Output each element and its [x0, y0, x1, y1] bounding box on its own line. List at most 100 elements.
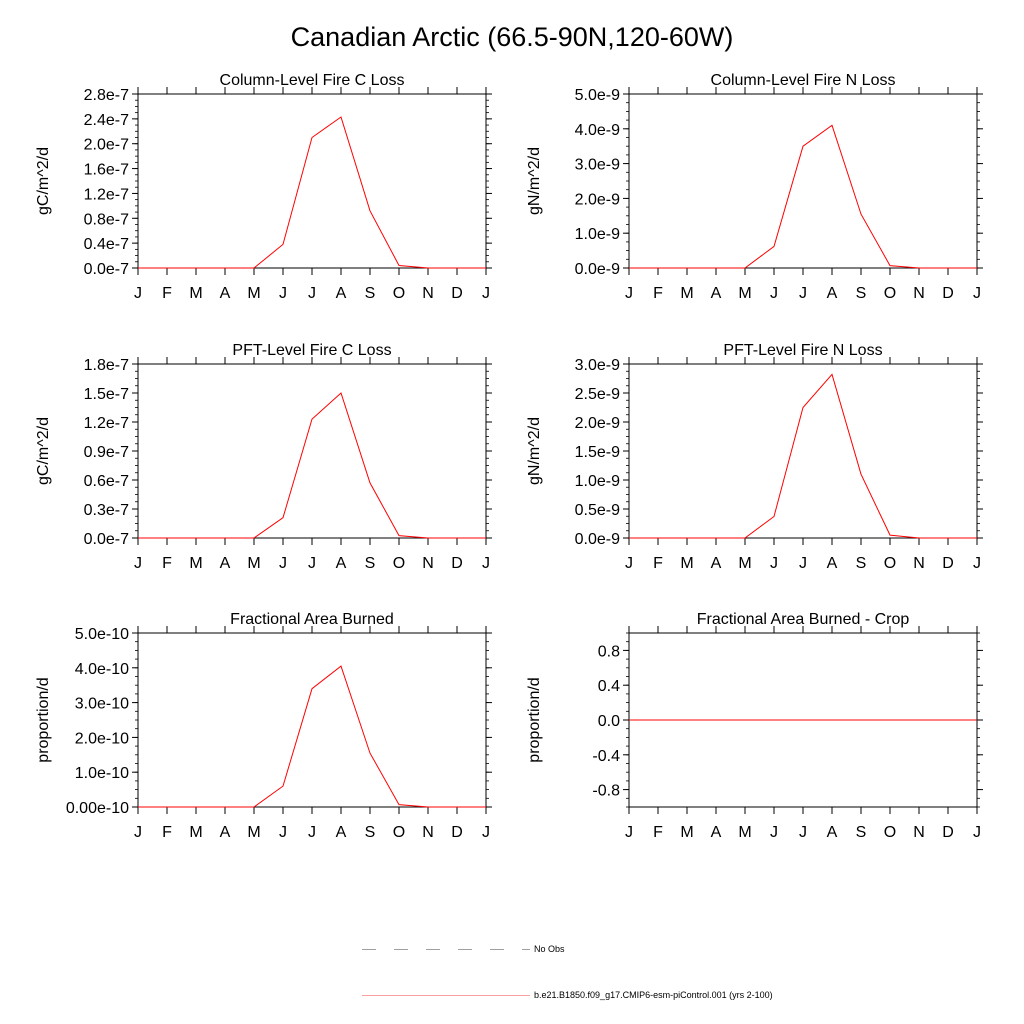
y-tick-label: 2.8e-7 [84, 87, 129, 104]
x-tick-label: F [162, 824, 172, 841]
chart-panel-2: Column-Level Fire N Loss gN/m^2/d 0.0e-9 1.… [526, 72, 983, 302]
legend-label: No Obs [534, 944, 565, 954]
legend-entry-model: b.e21.B1850.f09_g17.CMIP6-esm-piControl.… [362, 988, 773, 1002]
y-tick-label: 0.0e-7 [84, 531, 129, 548]
plot-frame [628, 93, 978, 269]
y-tick-label: 3.0e-9 [575, 157, 620, 174]
x-tick-label: A [827, 824, 838, 841]
x-tick-label: A [711, 555, 722, 572]
panel-title: Column-Level Fire N Loss [711, 72, 896, 89]
y-tick-label: 2.0e-10 [75, 730, 129, 747]
x-tick-label: J [279, 824, 287, 841]
x-tick-label: D [942, 555, 954, 572]
x-tick-label: O [393, 285, 405, 302]
y-tick-label: -0.8 [592, 783, 620, 800]
y-axis-label: proportion/d [526, 677, 543, 762]
x-tick-label: J [799, 555, 807, 572]
x-tick-label: A [220, 555, 231, 572]
x-tick-label: N [422, 555, 434, 572]
y-tick-label: 1.5e-9 [575, 444, 620, 461]
x-tick-label: J [625, 824, 633, 841]
x-tick-label: F [162, 285, 172, 302]
y-tick-label: 1.0e-10 [75, 765, 129, 782]
x-tick-label: N [422, 285, 434, 302]
legend-solid-line [362, 995, 530, 996]
x-tick-label: J [308, 824, 316, 841]
y-tick-label: 2.0e-9 [575, 191, 620, 208]
panel-title: Fractional Area Burned [230, 611, 394, 628]
x-tick-label: A [220, 285, 231, 302]
x-tick-label: O [393, 824, 405, 841]
x-tick-label: S [365, 555, 376, 572]
x-tick-label: J [482, 285, 490, 302]
y-tick-label: 0.0e-9 [575, 531, 620, 548]
x-tick-label: M [247, 555, 260, 572]
x-tick-label: J [973, 285, 981, 302]
y-tick-label: 0.0e-9 [575, 261, 620, 278]
y-tick-label: 3.0e-9 [575, 357, 620, 374]
x-tick-label: J [770, 285, 778, 302]
plot-frame [137, 93, 487, 269]
series-line [138, 116, 486, 269]
series-line [629, 124, 977, 269]
y-tick-label: 0.5e-9 [575, 502, 620, 519]
x-tick-label: S [856, 285, 867, 302]
y-tick-label: 0.6e-7 [84, 473, 129, 490]
chart-panel-5: Fractional Area Burned proportion/d 0.00e-… [35, 611, 492, 841]
y-tick-label: 0.8 [598, 643, 620, 660]
x-tick-label: A [827, 285, 838, 302]
y-tick-label: 1.0e-9 [575, 226, 620, 243]
y-tick-label: 4.0e-10 [75, 661, 129, 678]
series-line [629, 373, 977, 539]
x-tick-label: D [942, 824, 954, 841]
y-tick-label: 0.0e-7 [84, 261, 129, 278]
x-tick-label: N [913, 285, 925, 302]
y-tick-label: 5.0e-9 [575, 87, 620, 104]
x-tick-label: J [973, 824, 981, 841]
x-tick-label: M [247, 285, 260, 302]
panel-title: Column-Level Fire C Loss [220, 72, 405, 89]
y-tick-label: 0.8e-7 [84, 211, 129, 228]
x-tick-label: D [942, 285, 954, 302]
chart-panel-4: PFT-Level Fire N Loss gN/m^2/d 0.0e-9 0.5e-… [526, 342, 983, 572]
x-tick-label: J [482, 555, 490, 572]
y-tick-label: 2.0e-7 [84, 137, 129, 154]
x-tick-label: J [625, 285, 633, 302]
x-tick-label: M [680, 555, 693, 572]
legend-entry-no-obs: No Obs [362, 942, 565, 956]
y-tick-label: 0.4 [598, 678, 620, 695]
x-tick-label: A [336, 555, 347, 572]
series-line [138, 392, 486, 539]
x-tick-label: J [279, 285, 287, 302]
legend-dashed-line [362, 949, 530, 950]
x-tick-label: M [247, 824, 260, 841]
y-tick-label: 1.8e-7 [84, 357, 129, 374]
y-tick-label: 5.0e-10 [75, 626, 129, 643]
x-tick-label: M [738, 824, 751, 841]
x-tick-label: J [134, 824, 142, 841]
x-tick-label: N [422, 824, 434, 841]
x-tick-label: J [770, 555, 778, 572]
x-tick-label: J [308, 285, 316, 302]
x-tick-label: S [365, 285, 376, 302]
y-tick-label: 2.5e-9 [575, 386, 620, 403]
x-tick-label: A [711, 285, 722, 302]
x-tick-label: M [738, 555, 751, 572]
y-tick-label: 0.3e-7 [84, 502, 129, 519]
x-tick-label: D [451, 824, 463, 841]
x-tick-label: J [799, 285, 807, 302]
y-tick-label: 0.0 [598, 713, 620, 730]
figure-title: Canadian Arctic (66.5-90N,120-60W) [290, 22, 734, 52]
y-tick-label: 0.9e-7 [84, 444, 129, 461]
x-tick-label: F [653, 555, 663, 572]
x-tick-label: J [625, 555, 633, 572]
x-tick-label: J [482, 824, 490, 841]
x-tick-label: O [884, 285, 896, 302]
panel-title: Fractional Area Burned - Crop [697, 611, 910, 628]
x-tick-label: J [770, 824, 778, 841]
x-tick-label: A [336, 824, 347, 841]
x-tick-label: F [653, 285, 663, 302]
panel-title: PFT-Level Fire C Loss [232, 342, 391, 359]
x-tick-label: F [162, 555, 172, 572]
